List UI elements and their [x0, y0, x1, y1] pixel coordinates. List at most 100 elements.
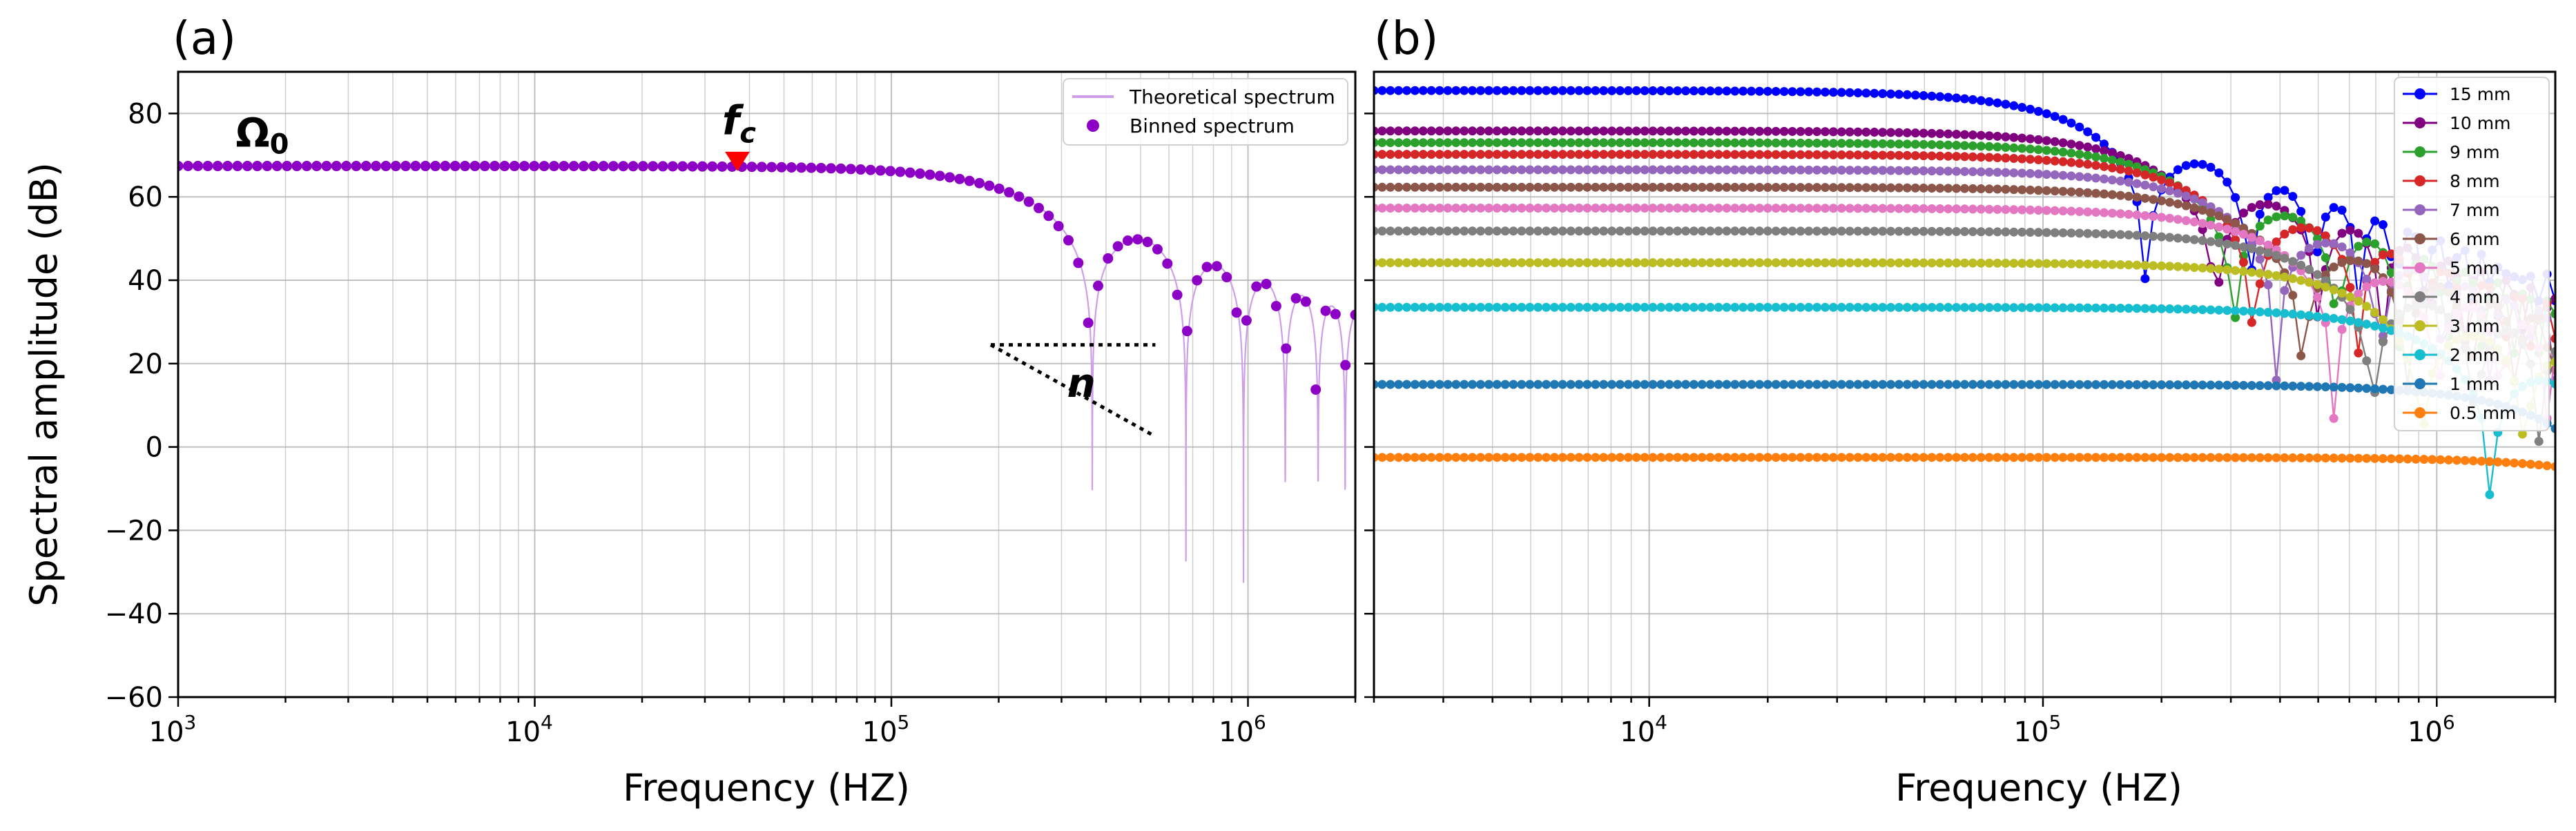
series-point	[2370, 321, 2380, 331]
binned-spectrum-point	[1053, 221, 1064, 232]
series-point	[1631, 204, 1641, 213]
series-point	[1927, 226, 1937, 236]
series-point	[1468, 138, 1478, 148]
series-point	[1402, 453, 1412, 462]
series-point	[1910, 166, 1920, 175]
series-point	[2099, 208, 2109, 217]
series-point	[2280, 453, 2289, 462]
series-point	[2058, 380, 2068, 389]
series-point	[1549, 380, 1559, 389]
series-point	[1739, 258, 1748, 268]
binned-spectrum-point	[1201, 262, 1212, 273]
series-point	[1828, 380, 1838, 389]
series-point	[1910, 150, 1920, 160]
series-point	[1853, 88, 1863, 98]
series-point	[1919, 258, 1928, 268]
series-point	[1656, 126, 1666, 136]
series-point	[2362, 237, 2372, 247]
series-point	[1418, 126, 1428, 136]
series-point	[2288, 309, 2298, 319]
series-point	[1714, 126, 1723, 136]
series-point	[1386, 150, 1395, 159]
series-point	[2107, 380, 2117, 389]
series-point	[2436, 455, 2446, 465]
series-point	[1993, 303, 2002, 313]
series-point	[2198, 236, 2207, 246]
series-point	[1722, 150, 1732, 159]
series-point	[1475, 258, 1485, 268]
series-point	[1788, 204, 1797, 213]
series-point	[1984, 167, 1994, 177]
binned-spectrum-point	[1073, 257, 1084, 268]
binned-spectrum-point	[1241, 315, 1252, 326]
series-point	[2050, 137, 2060, 146]
series-point	[1509, 204, 1518, 213]
series-point	[1656, 86, 1666, 96]
series-point	[1952, 380, 1962, 389]
series-point	[2378, 384, 2388, 394]
series-point	[1886, 139, 1896, 148]
series-point	[1796, 127, 1805, 137]
series-point	[1475, 165, 1485, 175]
series-point	[1796, 138, 1805, 148]
series-point	[1640, 302, 1649, 312]
series-point	[2206, 208, 2216, 217]
series-point	[2132, 179, 2142, 188]
series-point	[2272, 237, 2281, 246]
series-point	[1599, 126, 1609, 136]
series-point	[2296, 223, 2306, 233]
series-point	[1689, 182, 1698, 192]
series-point	[1591, 126, 1600, 136]
series-point	[1771, 258, 1781, 268]
series-point	[1607, 204, 1617, 213]
series-point	[2189, 217, 2199, 227]
series-point	[2362, 274, 2372, 284]
series-point	[2354, 256, 2363, 266]
series-point	[1410, 380, 1420, 389]
series-point	[2550, 294, 2555, 304]
panel-a-xtick-base: 10	[505, 716, 541, 748]
series-point	[1976, 130, 1986, 140]
series-point	[1615, 380, 1625, 389]
binned-spectrum-point	[756, 162, 767, 173]
binned-spectrum-point	[202, 161, 213, 172]
panel-a-ytick-label: −20	[105, 515, 163, 547]
series-point	[2386, 277, 2396, 287]
series-point	[2083, 303, 2093, 313]
series-point	[1558, 204, 1567, 213]
series-point	[2001, 227, 2011, 237]
series-point	[1804, 258, 1814, 268]
series-point	[1377, 126, 1387, 136]
series-point	[2181, 191, 2191, 201]
series-point	[2222, 224, 2232, 234]
series-point	[2214, 238, 2224, 248]
series-point	[1582, 380, 1592, 389]
series-point	[1640, 138, 1649, 148]
series-point	[2329, 299, 2338, 309]
series-point	[1722, 453, 1732, 462]
series-point	[2288, 225, 2298, 235]
series-point	[1812, 302, 1822, 312]
binned-spectrum-point	[232, 161, 243, 172]
series-point	[2255, 453, 2265, 462]
series-point	[1747, 138, 1756, 148]
series-point	[1804, 204, 1814, 213]
series-point	[1582, 165, 1592, 175]
series-point	[2370, 278, 2380, 288]
series-point	[1574, 165, 1584, 175]
series-point	[2501, 458, 2511, 467]
binned-spectrum-point	[845, 164, 856, 175]
series-point	[2411, 454, 2421, 464]
panel-a-ytick-label: 80	[128, 98, 163, 130]
series-point	[2312, 311, 2322, 321]
series-point	[1451, 165, 1461, 175]
binned-spectrum-point	[548, 161, 559, 172]
series-point	[1919, 90, 1928, 100]
series-point	[1861, 380, 1871, 389]
series-point	[1861, 453, 1871, 462]
series-point	[1853, 150, 1863, 160]
omega0-annotation: Ω0	[235, 110, 289, 161]
series-point	[1705, 226, 1715, 236]
legend-label: 0.5 mm	[2450, 403, 2516, 423]
series-point	[1714, 204, 1723, 213]
